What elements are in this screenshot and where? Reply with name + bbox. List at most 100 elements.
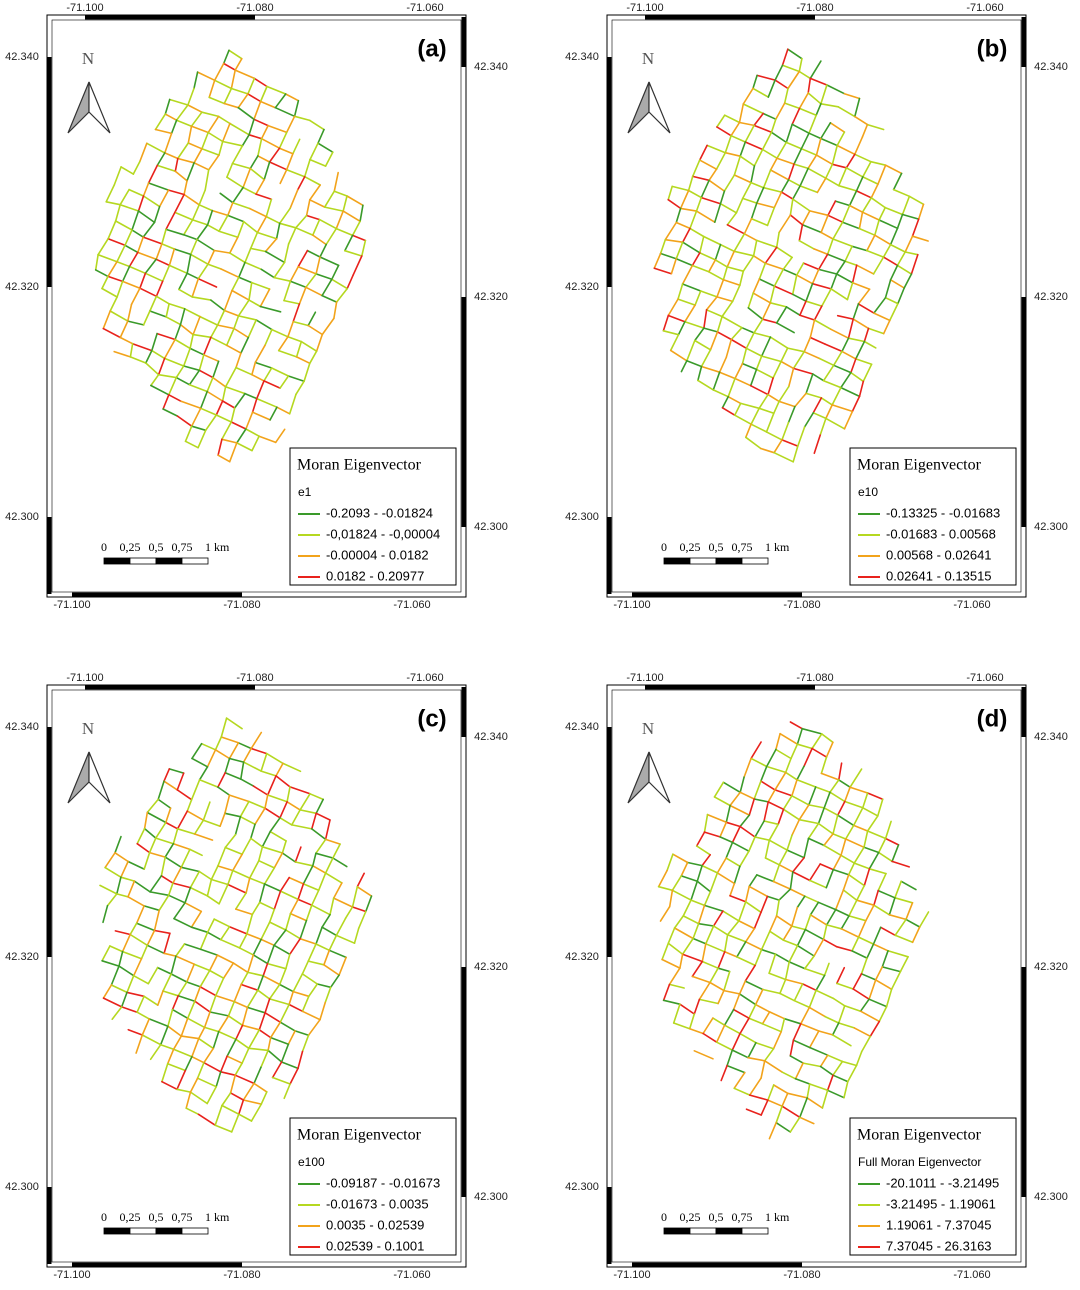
street-segment xyxy=(270,922,286,930)
street-segment xyxy=(723,782,740,792)
street-segment xyxy=(248,78,255,94)
street-segment xyxy=(733,285,740,301)
street-segment xyxy=(265,808,280,818)
street-segment xyxy=(233,188,243,203)
street-segment xyxy=(895,935,912,942)
street-segment xyxy=(184,181,187,195)
street-segment xyxy=(129,190,143,196)
street-segment xyxy=(826,870,833,888)
street-segment xyxy=(775,790,792,796)
street-segment xyxy=(260,289,269,306)
street-segment xyxy=(813,284,832,289)
street-segment xyxy=(178,159,194,163)
legend-entry: -20.1011 - -3.21495 xyxy=(886,1175,999,1190)
street-segment xyxy=(790,1056,803,1063)
street-segment xyxy=(213,361,219,377)
street-segment xyxy=(668,299,678,315)
street-segment xyxy=(198,1078,217,1087)
street-segment xyxy=(901,881,916,889)
street-segment xyxy=(241,338,248,354)
street-segment xyxy=(831,274,837,289)
street-segment xyxy=(334,898,353,907)
street-segment xyxy=(309,984,318,996)
street-segment xyxy=(211,300,225,310)
street-segment xyxy=(857,265,874,274)
street-segment xyxy=(857,900,874,905)
street-segment xyxy=(740,792,754,799)
street-segment xyxy=(193,220,208,225)
street-segment xyxy=(845,787,850,801)
map-panel: -71.100-71.080-71.060-71.100-71.080-71.0… xyxy=(565,672,1068,1281)
street-segment xyxy=(819,1031,833,1035)
street-segment xyxy=(261,1050,268,1067)
street-segment xyxy=(248,320,256,338)
street-segment xyxy=(316,257,320,274)
street-segment xyxy=(114,167,121,185)
street-segment xyxy=(673,854,688,862)
street-segment xyxy=(231,1075,236,1093)
x-tick-label-top: -71.100 xyxy=(66,2,103,14)
street-segment xyxy=(720,372,735,378)
street-segment xyxy=(740,123,755,126)
street-segment xyxy=(862,974,876,980)
street-segment xyxy=(223,387,226,401)
street-segment xyxy=(175,325,180,340)
street-segment xyxy=(683,266,693,285)
street-segment xyxy=(721,191,725,204)
street-segment xyxy=(239,1114,252,1121)
street-segment xyxy=(805,413,814,427)
street-segment xyxy=(699,905,705,923)
street-segment xyxy=(252,902,259,914)
street-segment xyxy=(871,198,885,208)
street-segment xyxy=(705,892,711,906)
street-segment xyxy=(326,839,341,844)
street-segment xyxy=(161,857,165,876)
street-segment xyxy=(115,853,128,862)
street-segment xyxy=(270,832,286,841)
street-segment xyxy=(827,925,842,929)
street-segment xyxy=(812,749,826,758)
street-segment xyxy=(793,275,797,294)
street-segment xyxy=(282,1044,289,1062)
street-segment xyxy=(169,895,185,903)
street-segment xyxy=(854,1028,870,1036)
street-segment xyxy=(261,102,276,108)
street-segment xyxy=(290,394,296,414)
street-segment xyxy=(246,412,253,429)
street-segment xyxy=(754,912,761,928)
street-segment xyxy=(195,834,213,840)
legend-entry: -0.01673 - 0.0035 xyxy=(326,1196,429,1211)
street-segment xyxy=(837,968,845,984)
street-segment xyxy=(257,399,277,408)
street-segment xyxy=(325,987,331,1002)
street-segment xyxy=(745,142,762,150)
street-segment xyxy=(775,80,788,88)
street-segment xyxy=(270,909,275,922)
street-segment xyxy=(289,228,296,244)
street-segment xyxy=(843,206,850,223)
street-segment xyxy=(683,228,690,242)
street-segment xyxy=(734,251,753,256)
street-segment xyxy=(280,818,292,825)
street-segment xyxy=(749,875,757,887)
street-segment xyxy=(262,126,269,139)
street-segment xyxy=(715,797,731,806)
x-tick-label-top: -71.080 xyxy=(236,672,273,684)
street-segment xyxy=(206,415,217,430)
street-segment xyxy=(148,968,157,984)
street-segment xyxy=(98,255,117,262)
street-segment xyxy=(210,1012,229,1016)
street-segment xyxy=(208,211,213,225)
street-segment xyxy=(736,198,742,212)
street-segment xyxy=(264,368,272,381)
street-segment xyxy=(303,1035,309,1051)
legend-entry: -0.2093 - -0.01824 xyxy=(326,505,433,520)
street-segment xyxy=(707,310,723,317)
street-segment xyxy=(149,183,169,190)
street-segment xyxy=(724,972,730,991)
street-segment xyxy=(659,871,668,887)
y-tick-label-left: 42.320 xyxy=(5,951,39,963)
street-segment xyxy=(112,1007,122,1019)
street-segment xyxy=(156,114,166,129)
street-segment xyxy=(110,311,128,321)
